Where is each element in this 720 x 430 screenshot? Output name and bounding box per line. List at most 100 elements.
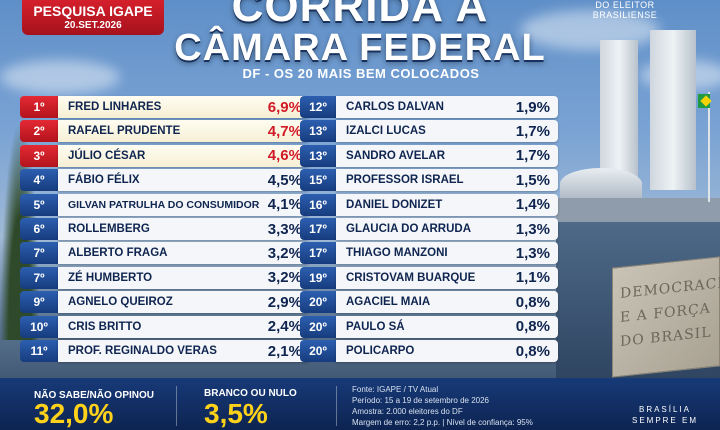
- subtitle: DF - OS 20 MAIS BEM COLOCADOS: [242, 66, 480, 81]
- ranking-row: 17º GLAUCIA DO ARRUDA 1,3%: [300, 218, 558, 240]
- candidate-name: AGACIEL MAIA: [346, 296, 431, 309]
- candidate-name: CRIS BRITTO: [68, 320, 142, 333]
- ranking-row: 13º SANDRO AVELAR 1,7%: [300, 144, 558, 167]
- rank-position: 11º: [20, 340, 58, 362]
- candidate-box: IZALCI LUCAS 1,7%: [336, 120, 558, 143]
- tagline-line: SEMPRE EM: [631, 416, 698, 425]
- badge-date: 20.SET.2026: [64, 20, 122, 31]
- candidate-name: AGNELO QUEIROZ: [68, 296, 173, 309]
- rank-position: 15º: [300, 169, 336, 192]
- tagline-line: BRASÍLIA: [638, 405, 691, 414]
- ranking-row: 7º ZÉ HUMBERTO 3,2%: [20, 266, 310, 289]
- candidate-box: ZÉ HUMBERTO 3,2%: [58, 266, 310, 289]
- monument-inscription: DEMOCRACIA E A FORÇA DO BRASIL: [620, 270, 720, 354]
- blank-label: BRANCO OU NULO: [204, 388, 297, 399]
- info-line: Margem de erro: 2,2 p.p. | Nível de conf…: [352, 418, 533, 427]
- candidate-box: CRISTOVAM BUARQUE 1,1%: [336, 266, 558, 289]
- rank-position: 13º: [300, 144, 336, 167]
- candidate-percentage: 6,9%: [267, 98, 302, 116]
- logo-line: BRASILIENSE: [592, 10, 658, 20]
- candidate-name: SANDRO AVELAR: [346, 149, 446, 162]
- rank-position: 5º: [20, 193, 58, 216]
- ranking-row: 4º FÁBIO FÉLIX 4,5%: [20, 169, 310, 192]
- rank-position: 2º: [20, 120, 58, 143]
- rank-position: 20º: [300, 340, 336, 362]
- candidate-percentage: 4,7%: [267, 122, 302, 140]
- ranking-row: 10º CRIS BRITTO 2,4%: [20, 315, 310, 338]
- candidate-box: RAFAEL PRUDENTE 4,7%: [58, 120, 310, 143]
- rank-position: 1º: [20, 96, 58, 118]
- logo-line: DO ELEITOR: [595, 0, 655, 10]
- ranking-row: 16º DANIEL DONIZET 1,4%: [300, 193, 558, 216]
- candidate-name: DANIEL DONIZET: [346, 198, 443, 211]
- blank-value: 3,5%: [204, 398, 268, 429]
- info-line: Fonte: IGAPE / TV Atual: [352, 385, 439, 394]
- candidate-percentage: 4,6%: [267, 147, 302, 165]
- candidate-percentage: 1,7%: [515, 147, 550, 165]
- title-line-2: CÂMARA FEDERAL: [174, 27, 546, 69]
- candidate-name: ROLLEMBERG: [68, 223, 150, 235]
- info-line: Período: 15 a 19 de setembro de 2026: [352, 396, 489, 405]
- candidate-name: POLICARPO: [346, 345, 415, 357]
- candidate-name: PROF. REGINALDO VERAS: [68, 345, 217, 357]
- candidate-box: THIAGO MANZONI 1,3%: [336, 242, 558, 265]
- candidate-box: AGACIEL MAIA 0,8%: [336, 291, 558, 314]
- candidate-box: PROFESSOR ISRAEL 1,5%: [336, 169, 558, 192]
- rank-position: 9º: [20, 291, 58, 314]
- rank-position: 12º: [300, 96, 336, 118]
- congress-dome: [560, 168, 642, 200]
- candidate-percentage: 1,9%: [515, 98, 550, 116]
- candidate-name: CARLOS DALVAN: [346, 101, 444, 113]
- rank-position: 20º: [300, 315, 336, 338]
- candidate-name: GILVAN PATRULHA DO CONSUMIDOR: [68, 198, 260, 211]
- divider: [336, 386, 337, 426]
- candidate-box: FÁBIO FÉLIX 4,5%: [58, 169, 310, 192]
- rank-position: 17º: [300, 218, 336, 240]
- ranking-row: 20º PAULO SÁ 0,8%: [300, 315, 558, 338]
- candidate-box: PROF. REGINALDO VERAS 2,1%: [58, 340, 310, 362]
- candidate-box: CRIS BRITTO 2,4%: [58, 315, 310, 338]
- ranking-row: 20º POLICARPO 0,8%: [300, 340, 558, 362]
- footer: NÃO SABE/NÃO OPINOU 32,0% BRANCO OU NULO…: [0, 378, 720, 430]
- rank-position: 4º: [20, 169, 58, 192]
- info-line: Amostra: 2.000 eleitores do DF: [352, 407, 463, 416]
- candidate-box: ROLLEMBERG 3,3%: [58, 218, 310, 240]
- candidate-percentage: 0,8%: [515, 293, 550, 311]
- ranking-row: 19º CRISTOVAM BUARQUE 1,1%: [300, 266, 558, 289]
- ranking-row: 11º PROF. REGINALDO VERAS 2,1%: [20, 340, 310, 362]
- candidate-name: GLAUCIA DO ARRUDA: [346, 223, 472, 235]
- candidate-name: ALBERTO FRAGA: [68, 247, 168, 260]
- ranking-row: 3º JÚLIO CÉSAR 4,6%: [20, 144, 310, 167]
- candidate-name: PROFESSOR ISRAEL: [346, 174, 464, 187]
- candidate-percentage: 2,1%: [267, 342, 302, 360]
- candidate-percentage: 0,8%: [515, 342, 550, 360]
- candidate-percentage: 1,5%: [515, 171, 550, 189]
- ranking-row: 6º ROLLEMBERG 3,3%: [20, 218, 310, 240]
- rank-position: 7º: [20, 242, 58, 265]
- ranking-row: 17º THIAGO MANZONI 1,3%: [300, 242, 558, 265]
- rank-position: 17º: [300, 242, 336, 265]
- candidate-percentage: 3,2%: [267, 269, 302, 287]
- candidate-name: CRISTOVAM BUARQUE: [346, 271, 476, 284]
- rank-position: 13º: [300, 120, 336, 143]
- rank-position: 10º: [20, 315, 58, 338]
- candidate-percentage: 3,2%: [267, 244, 302, 262]
- candidate-box: PAULO SÁ 0,8%: [336, 315, 558, 338]
- rank-position: 6º: [20, 218, 58, 240]
- survey-badge: PESQUISA IGAPE 20.SET.2026: [22, 0, 164, 35]
- rank-position: 19º: [300, 266, 336, 289]
- candidate-box: JÚLIO CÉSAR 4,6%: [58, 144, 310, 167]
- candidate-percentage: 1,3%: [515, 220, 550, 238]
- flagpole: [708, 92, 710, 202]
- candidate-box: AGNELO QUEIROZ 2,9%: [58, 291, 310, 314]
- candidate-percentage: 1,4%: [515, 196, 550, 214]
- candidate-percentage: 2,9%: [267, 293, 302, 311]
- brand-logo: DO ELEITOR BRASILIENSE: [570, 0, 680, 20]
- rank-position: 20º: [300, 291, 336, 314]
- candidate-box: DANIEL DONIZET 1,4%: [336, 193, 558, 216]
- ranking-row: 13º IZALCI LUCAS 1,7%: [300, 120, 558, 143]
- candidate-name: IZALCI LUCAS: [346, 125, 426, 138]
- ranking-row: 1º FRED LINHARES 6,9%: [20, 96, 310, 118]
- badge-title: PESQUISA IGAPE: [33, 3, 153, 19]
